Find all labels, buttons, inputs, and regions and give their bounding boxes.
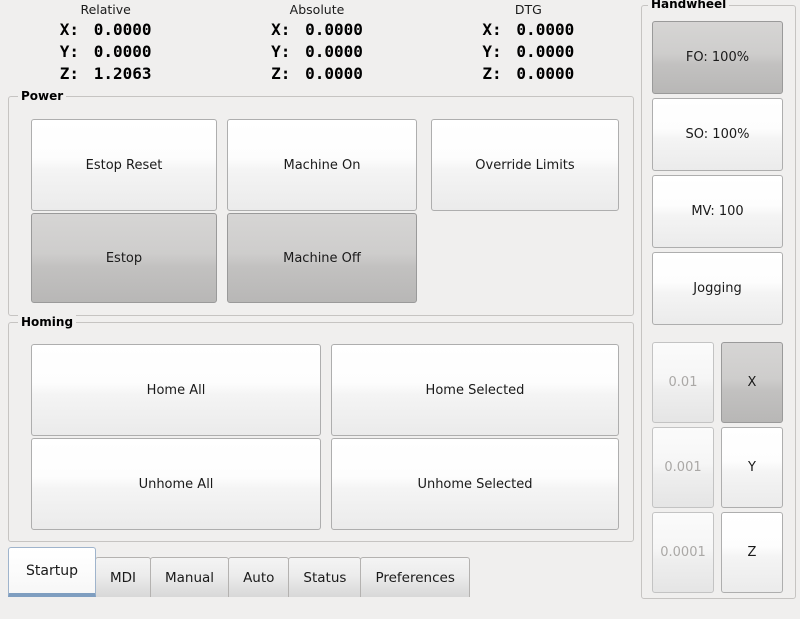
jog-increment-button-0-001[interactable]: 0.001 [652,427,714,508]
spindle-override-button[interactable]: SO: 100% [652,98,783,171]
tab-mdi[interactable]: MDI [94,557,151,597]
dro-title-dtg: DTG [514,2,542,17]
dro-row: Y: 0.0000 [271,41,363,63]
homing-group-title: Homing [18,315,77,329]
unhome-all-button[interactable]: Unhome All [31,438,321,530]
handwheel-groupbox: Handwheel FO: 100% SO: 100% MV: 100 Jogg… [641,0,796,599]
dro-axis-label: Y: [482,42,502,61]
dro-axis-value: 0.0000 [516,42,575,61]
dro-row: Z: 1.2063 [60,63,152,85]
homing-groupbox: Homing Home All Home Selected Unhome All… [8,315,634,542]
dro-rows-relative: X: 0.0000 Y: 0.0000 Z: 1.2063 [60,19,152,85]
dro-panel: Relative X: 0.0000 Y: 0.0000 Z: 1.2063 A… [0,0,634,88]
dro-column-dtg: DTG X: 0.0000 Y: 0.0000 Z: 0.0000 [423,0,634,88]
dro-axis-label: Z: [482,64,502,83]
dro-row: X: 0.0000 [271,19,363,41]
tab-preferences[interactable]: Preferences [360,557,470,597]
dro-row: Y: 0.0000 [60,41,152,63]
dro-rows-absolute: X: 0.0000 Y: 0.0000 Z: 0.0000 [271,19,363,85]
dro-axis-label: X: [59,20,80,39]
dro-axis-value: 0.0000 [516,20,575,39]
estop-button[interactable]: Estop [31,213,217,303]
dro-axis-value: 1.2063 [93,64,152,83]
power-group-title: Power [18,89,67,103]
dro-title-relative: Relative [80,2,131,17]
dro-row: Z: 0.0000 [482,63,574,85]
jogging-button[interactable]: Jogging [652,252,783,325]
dro-axis-value: 0.0000 [516,64,575,83]
dro-row: X: 0.0000 [60,19,152,41]
dro-axis-value: 0.0000 [93,42,152,61]
dro-axis-label: Y: [59,42,80,61]
dro-rows-dtg: X: 0.0000 Y: 0.0000 Z: 0.0000 [482,19,574,85]
dro-column-absolute: Absolute X: 0.0000 Y: 0.0000 Z: 0.0000 [211,0,422,88]
tab-auto[interactable]: Auto [228,557,290,597]
home-selected-button[interactable]: Home Selected [331,344,619,436]
tab-bar: Startup MDI Manual Auto Status Preferenc… [8,545,470,597]
dro-axis-label: X: [482,20,502,39]
override-limits-button[interactable]: Override Limits [431,119,619,211]
feed-override-button[interactable]: FO: 100% [652,21,783,94]
home-all-button[interactable]: Home All [31,344,321,436]
estop-reset-button[interactable]: Estop Reset [31,119,217,211]
dro-axis-label: X: [271,20,291,39]
machine-off-button[interactable]: Machine Off [227,213,417,303]
dro-row: X: 0.0000 [482,19,574,41]
tab-startup[interactable]: Startup [8,547,96,597]
handwheel-group-title: Handwheel [648,0,730,11]
dro-column-relative: Relative X: 0.0000 Y: 0.0000 Z: 1.2063 [0,0,211,88]
power-groupbox: Power Estop Reset Machine On Override Li… [8,89,634,316]
dro-row: Z: 0.0000 [271,63,363,85]
dro-axis-label: Z: [271,64,291,83]
jog-increment-button-0-0001[interactable]: 0.0001 [652,512,714,593]
dro-axis-value: 0.0000 [93,20,152,39]
dro-title-absolute: Absolute [289,2,345,17]
axis-select-z-button[interactable]: Z [721,512,783,593]
dro-axis-value: 0.0000 [305,20,363,39]
tab-status[interactable]: Status [288,557,362,597]
dro-row: Y: 0.0000 [482,41,574,63]
max-velocity-button[interactable]: MV: 100 [652,175,783,248]
jog-increment-button-0-01[interactable]: 0.01 [652,342,714,423]
axis-select-x-button[interactable]: X [721,342,783,423]
dro-axis-value: 0.0000 [305,42,363,61]
dro-axis-label: Y: [271,42,291,61]
unhome-selected-button[interactable]: Unhome Selected [331,438,619,530]
axis-select-y-button[interactable]: Y [721,427,783,508]
tab-manual[interactable]: Manual [150,557,230,597]
dro-axis-value: 0.0000 [305,64,363,83]
machine-on-button[interactable]: Machine On [227,119,417,211]
dro-axis-label: Z: [59,64,80,83]
